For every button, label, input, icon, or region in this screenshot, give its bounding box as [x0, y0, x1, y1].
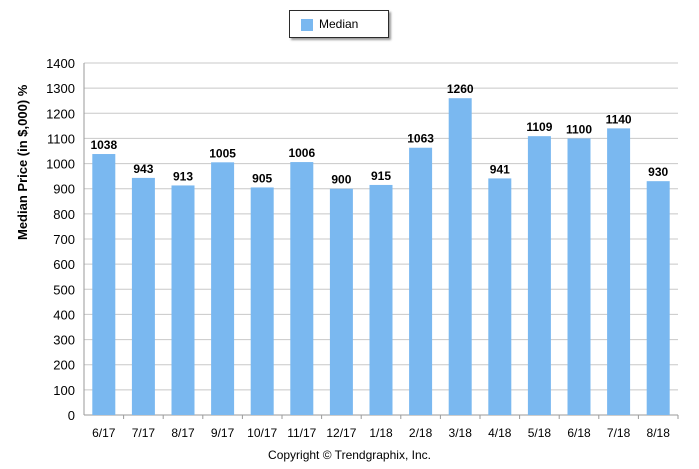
x-tick-label: 10/17 [247, 426, 277, 440]
data-label: 1005 [209, 146, 236, 160]
x-tick-label: 2/18 [409, 426, 433, 440]
y-tick-label: 1300 [46, 81, 75, 96]
bar [211, 162, 235, 415]
x-tick-label: 6/17 [92, 426, 116, 440]
y-tick-label: 600 [53, 257, 75, 272]
data-label: 905 [252, 171, 272, 185]
y-tick-label: 300 [53, 333, 75, 348]
x-tick-label: 4/18 [488, 426, 512, 440]
y-tick-label: 1000 [46, 157, 75, 172]
y-tick-label: 900 [53, 182, 75, 197]
data-label: 943 [133, 162, 153, 176]
y-tick-label: 0 [68, 408, 75, 423]
bar [171, 185, 195, 415]
y-tick-label: 800 [53, 207, 75, 222]
y-tick-label: 1100 [47, 131, 75, 146]
x-tick-label: 1/18 [369, 426, 393, 440]
x-tick-label: 7/17 [132, 426, 156, 440]
x-tick-label: 12/17 [326, 426, 356, 440]
bar [527, 136, 551, 415]
x-tick-label: 6/18 [567, 426, 591, 440]
y-tick-label: 500 [53, 282, 75, 297]
legend: Median [289, 10, 389, 38]
y-tick-label: 100 [53, 383, 75, 398]
y-tick-label: 1200 [46, 106, 75, 121]
data-label: 900 [331, 173, 351, 187]
data-label: 1063 [407, 132, 434, 146]
data-label: 930 [648, 165, 668, 179]
copyright-text: Copyright © Trendgraphix, Inc. [268, 448, 431, 462]
bar [369, 184, 393, 415]
y-tick-label: 400 [53, 307, 75, 322]
x-tick-label: 8/18 [647, 426, 671, 440]
bar [409, 147, 433, 415]
data-label: 915 [371, 169, 391, 183]
data-label: 913 [173, 169, 193, 183]
bar [448, 98, 472, 415]
x-tick-label: 11/17 [287, 426, 316, 440]
bar [607, 128, 631, 415]
data-label: 1260 [447, 82, 474, 96]
data-label: 941 [490, 162, 510, 176]
x-tick-label: 9/17 [211, 426, 235, 440]
y-tick-label: 1400 [46, 56, 75, 71]
legend-swatch-median [301, 19, 313, 31]
x-tick-label: 3/18 [449, 426, 473, 440]
bar [250, 187, 274, 415]
bar [329, 188, 353, 415]
bar [290, 162, 314, 415]
y-tick-label: 700 [53, 232, 75, 247]
data-label: 1006 [288, 146, 315, 160]
bar [567, 138, 591, 415]
data-label: 1100 [566, 122, 592, 136]
x-tick-label: 7/18 [607, 426, 631, 440]
y-tick-label: 200 [53, 358, 75, 373]
bar [646, 181, 670, 415]
legend-label-median: Median [319, 17, 359, 31]
data-label: 1038 [90, 138, 117, 152]
bar [488, 178, 512, 415]
bar [92, 154, 116, 415]
x-tick-label: 8/17 [171, 426, 195, 440]
bar [131, 177, 155, 415]
data-label: 1109 [526, 120, 552, 134]
data-label: 1140 [606, 112, 632, 126]
x-tick-label: 5/18 [528, 426, 552, 440]
